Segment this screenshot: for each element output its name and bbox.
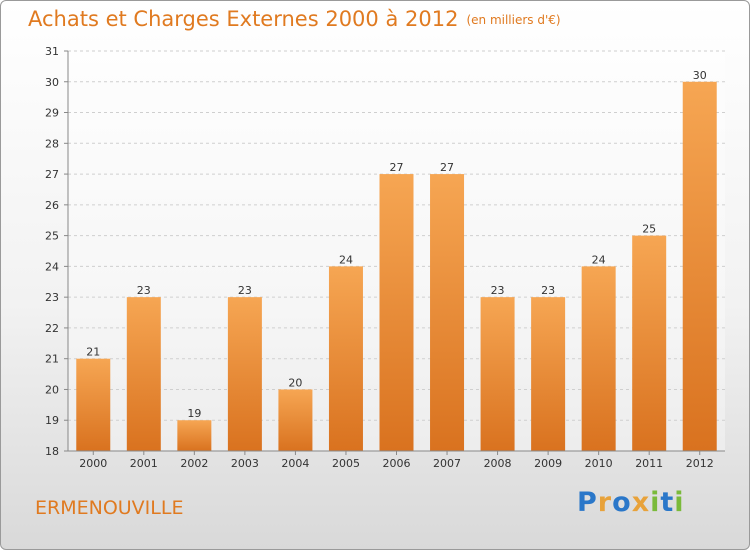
data-label: 24 xyxy=(339,253,353,266)
bar xyxy=(480,297,515,451)
x-tick-label: 2006 xyxy=(383,457,411,470)
place-name: ERMENOUVILLE xyxy=(35,497,184,519)
logo-letter: r xyxy=(597,487,613,518)
y-tick-label: 29 xyxy=(45,107,59,120)
x-tick-label: 2003 xyxy=(231,457,259,470)
bar xyxy=(531,297,566,451)
data-label: 27 xyxy=(440,161,454,174)
x-tick-label: 2010 xyxy=(585,457,613,470)
chart-subtitle: (en milliers d'€) xyxy=(466,13,561,27)
bar xyxy=(430,174,465,452)
x-tick-label: 2002 xyxy=(180,457,208,470)
y-tick-label: 30 xyxy=(45,76,59,89)
x-tick-label: 2005 xyxy=(332,457,360,470)
y-tick-label: 25 xyxy=(45,230,59,243)
bar xyxy=(379,174,414,452)
data-label: 30 xyxy=(693,69,707,82)
x-tick-label: 2009 xyxy=(534,457,562,470)
logo-letter: i xyxy=(650,487,661,518)
bar xyxy=(177,420,212,451)
data-label: 23 xyxy=(491,284,505,297)
bar xyxy=(632,235,667,451)
data-label: 21 xyxy=(86,346,100,359)
logo-letter: x xyxy=(631,487,651,518)
y-tick-label: 28 xyxy=(45,137,59,150)
x-tick-label: 2008 xyxy=(484,457,512,470)
logo-letter: o xyxy=(612,487,632,518)
data-label: 25 xyxy=(642,223,656,236)
y-tick-label: 24 xyxy=(45,260,59,273)
y-tick-label: 27 xyxy=(45,168,59,181)
bar xyxy=(126,297,161,451)
y-tick-label: 19 xyxy=(45,414,59,427)
logo-letter: i xyxy=(674,487,685,518)
proxiti-logo[interactable]: Proxiti xyxy=(577,487,685,518)
y-tick-label: 23 xyxy=(45,291,59,304)
data-label: 23 xyxy=(541,284,555,297)
x-tick-label: 2001 xyxy=(130,457,158,470)
bar xyxy=(581,266,616,451)
y-tick-label: 21 xyxy=(45,353,59,366)
y-tick-label: 18 xyxy=(45,445,59,458)
x-tick-label: 2011 xyxy=(635,457,663,470)
x-tick-label: 2000 xyxy=(79,457,107,470)
data-label: 23 xyxy=(137,284,151,297)
chart-title: Achats et Charges Externes 2000 à 2012 xyxy=(28,7,459,31)
x-tick-label: 2007 xyxy=(433,457,461,470)
x-tick-label: 2004 xyxy=(281,457,309,470)
logo-letter: P xyxy=(577,487,598,518)
y-tick-label: 20 xyxy=(45,383,59,396)
bar xyxy=(227,297,262,451)
bar xyxy=(328,266,363,451)
data-label: 19 xyxy=(187,407,201,420)
logo-letter: t xyxy=(660,487,675,518)
bar xyxy=(278,389,313,451)
x-tick-label: 2012 xyxy=(686,457,714,470)
bar xyxy=(682,81,717,452)
data-label: 20 xyxy=(288,376,302,389)
y-tick-label: 26 xyxy=(45,199,59,212)
data-label: 24 xyxy=(592,253,606,266)
data-label: 23 xyxy=(238,284,252,297)
y-tick-label: 31 xyxy=(45,45,59,58)
y-tick-label: 22 xyxy=(45,322,59,335)
title-row: Achats et Charges Externes 2000 à 2012 (e… xyxy=(28,7,561,31)
bar xyxy=(76,358,111,451)
data-label: 27 xyxy=(390,161,404,174)
